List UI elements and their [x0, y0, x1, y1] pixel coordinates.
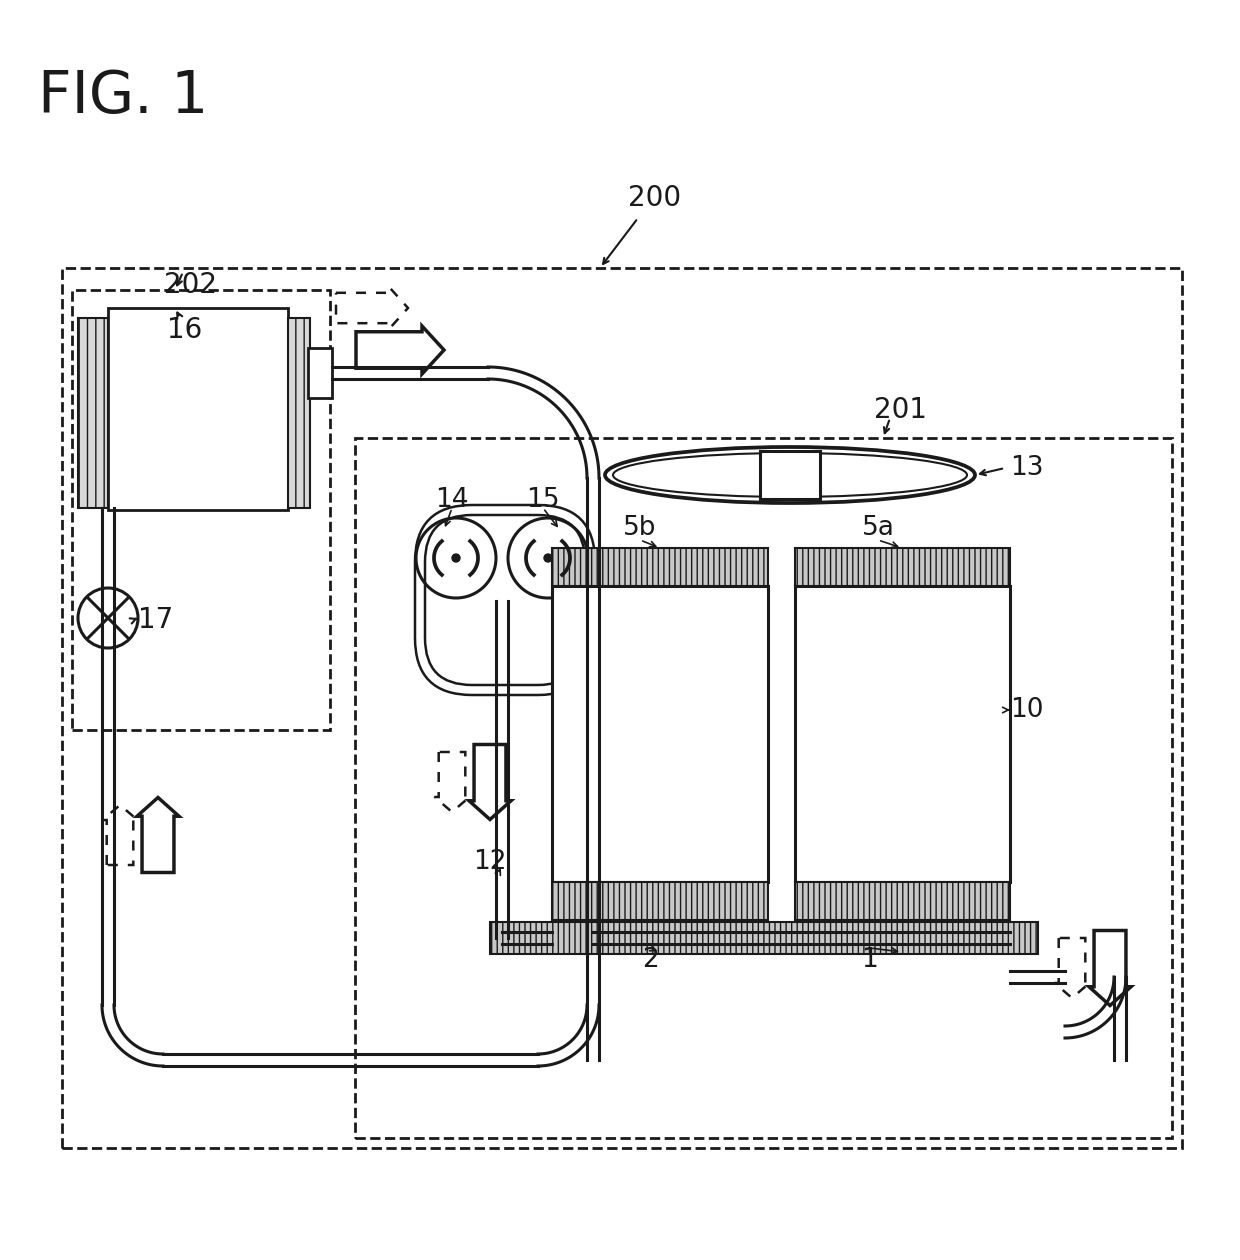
Bar — [108, 307, 288, 510]
Text: 15: 15 — [526, 488, 559, 513]
Bar — [795, 586, 1011, 882]
Ellipse shape — [605, 447, 975, 503]
Bar — [795, 882, 1011, 920]
Text: 10: 10 — [1011, 697, 1044, 723]
Circle shape — [453, 554, 460, 562]
Circle shape — [415, 518, 496, 598]
Bar — [62, 268, 1182, 1148]
Bar — [552, 922, 768, 953]
Bar — [552, 586, 768, 882]
Bar — [490, 922, 1038, 954]
Text: 5b: 5b — [624, 515, 657, 541]
Text: 17: 17 — [138, 606, 174, 634]
Text: 14: 14 — [435, 488, 469, 513]
Text: FIG. 1: FIG. 1 — [38, 68, 208, 125]
Text: 201: 201 — [873, 396, 926, 425]
Text: 200: 200 — [629, 184, 682, 212]
Text: 2: 2 — [641, 948, 658, 973]
Text: 1: 1 — [862, 948, 878, 973]
Text: 12: 12 — [474, 849, 507, 874]
Bar — [795, 548, 1011, 586]
Text: 202: 202 — [164, 271, 217, 299]
Circle shape — [544, 554, 552, 562]
Bar — [308, 348, 332, 398]
Ellipse shape — [613, 454, 967, 496]
Text: 5a: 5a — [862, 515, 894, 541]
Bar — [552, 882, 768, 920]
Circle shape — [78, 588, 138, 648]
Text: 16: 16 — [167, 316, 202, 344]
Bar — [288, 318, 310, 508]
Bar — [78, 318, 108, 508]
Bar — [552, 548, 768, 586]
Circle shape — [508, 518, 588, 598]
Text: 13: 13 — [1011, 455, 1044, 481]
Bar — [760, 451, 820, 499]
Bar — [795, 922, 1011, 953]
Bar — [355, 438, 1172, 1138]
Bar — [72, 290, 330, 730]
